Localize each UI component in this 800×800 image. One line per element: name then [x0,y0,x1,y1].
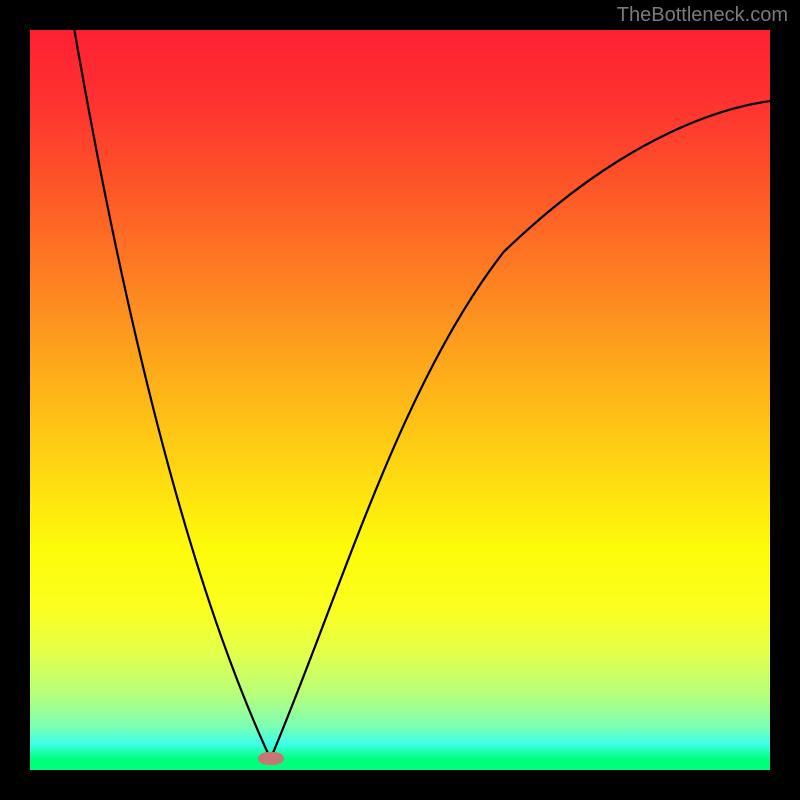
trough-marker [258,752,284,765]
attribution-text: TheBottleneck.com [617,4,788,27]
plot-area [30,30,770,770]
bottleneck-curve [30,30,770,770]
